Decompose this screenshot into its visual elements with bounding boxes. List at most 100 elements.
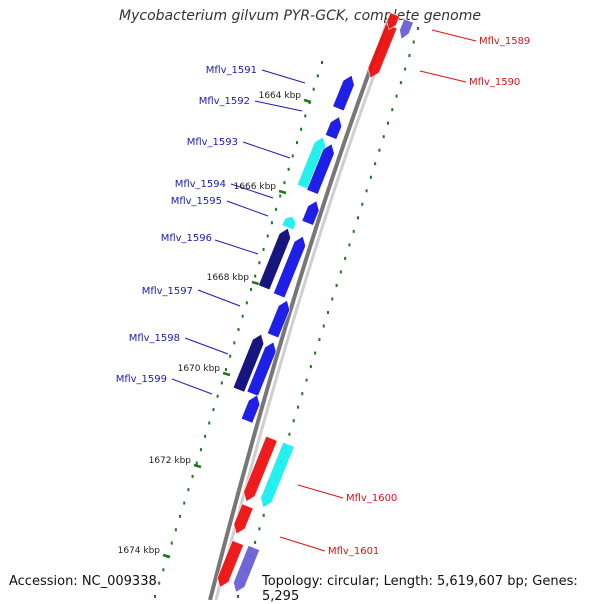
gene-arrow-reverse[interactable] bbox=[367, 23, 398, 79]
gene-label-reverse[interactable]: Mflv_1600 bbox=[346, 493, 397, 504]
tick-dot-outer bbox=[309, 365, 312, 369]
gene-arrow-reverse[interactable] bbox=[260, 441, 295, 508]
tick-dot-inner bbox=[316, 74, 319, 78]
gene-label-forward[interactable]: Mflv_1595 bbox=[171, 196, 222, 207]
gene-arrow-forward[interactable] bbox=[232, 333, 265, 393]
tick-dot-inner bbox=[220, 381, 223, 385]
accession-text: Accession: NC_009338 bbox=[9, 574, 157, 589]
tick-dot-outer bbox=[254, 540, 257, 544]
label-connector bbox=[242, 141, 291, 159]
gene-label-forward[interactable]: Mflv_1597 bbox=[142, 286, 193, 297]
tick-dot-outer bbox=[318, 338, 321, 342]
gene-arrow-reverse[interactable] bbox=[217, 540, 244, 588]
tick-dot-inner bbox=[191, 474, 194, 478]
gene-label-forward[interactable]: Mflv_1594 bbox=[175, 179, 226, 190]
tick-dot-inner bbox=[154, 595, 156, 598]
tick-dot-outer bbox=[327, 311, 329, 314]
tick-dot-outer bbox=[314, 351, 317, 355]
gene-arrow-forward[interactable] bbox=[258, 227, 291, 291]
tick-dot-inner bbox=[224, 368, 227, 372]
gene-arrow-reverse[interactable] bbox=[233, 545, 260, 593]
gene-arrow-reverse[interactable] bbox=[386, 12, 400, 30]
tick-dot-outer bbox=[322, 324, 325, 328]
tick-dot-outer bbox=[369, 175, 372, 179]
gene-arrow-forward[interactable] bbox=[281, 216, 297, 231]
label-connector bbox=[184, 337, 229, 355]
gene-arrow-forward[interactable] bbox=[273, 235, 306, 299]
backbone-line bbox=[208, 21, 390, 600]
tick-dot-inner bbox=[275, 207, 278, 211]
tick-dot-inner bbox=[195, 461, 198, 465]
tick-dot-inner bbox=[158, 581, 161, 585]
gene-label-forward[interactable]: Mflv_1598 bbox=[129, 333, 180, 344]
label-connectors bbox=[171, 29, 477, 552]
tick-dot-outer bbox=[404, 67, 407, 71]
tick-dot-outer bbox=[408, 54, 411, 58]
gene-label-forward[interactable]: Mflv_1596 bbox=[161, 233, 212, 244]
gene-label-reverse[interactable]: Mflv_1590 bbox=[469, 77, 520, 88]
scale-tick bbox=[278, 189, 287, 195]
gene-label-forward[interactable]: Mflv_1592 bbox=[199, 96, 250, 107]
gene-arrow-reverse[interactable] bbox=[233, 503, 254, 535]
tick-dot-inner bbox=[212, 408, 215, 412]
genome-backbone bbox=[208, 21, 396, 600]
label-connector bbox=[431, 29, 477, 42]
gene-arrow-forward[interactable] bbox=[332, 74, 355, 112]
gene-arrow-forward[interactable] bbox=[301, 200, 320, 226]
tick-dot-outer bbox=[374, 162, 377, 166]
scale-tick bbox=[162, 553, 171, 559]
gene-arrow-forward[interactable] bbox=[266, 299, 291, 339]
tick-dot-inner bbox=[291, 154, 294, 158]
gene-arrow-forward[interactable] bbox=[306, 143, 335, 195]
gene-label-forward[interactable]: Mflv_1591 bbox=[206, 65, 257, 76]
gene-label-forward[interactable]: Mflv_1593 bbox=[187, 137, 238, 148]
tick-dot-inner bbox=[321, 61, 323, 64]
tick-dot-outer bbox=[361, 202, 364, 206]
label-connector bbox=[279, 536, 326, 552]
scale-tick bbox=[303, 98, 312, 104]
label-connector bbox=[254, 100, 303, 112]
gene-arrow-reverse[interactable] bbox=[243, 435, 278, 502]
gene-arrow-reverse[interactable] bbox=[399, 18, 414, 40]
gene-arrow-forward[interactable] bbox=[246, 341, 277, 397]
tick-dot-inner bbox=[208, 421, 211, 425]
tick-dot-outer bbox=[365, 189, 368, 193]
tick-dot-outer bbox=[352, 229, 355, 233]
tick-dot-inner bbox=[304, 114, 307, 118]
tick-dot-inner bbox=[183, 501, 186, 505]
tick-dot-inner bbox=[204, 434, 207, 438]
gene-label-forward[interactable]: Mflv_1599 bbox=[116, 374, 167, 385]
scale-label: 1672 kbp bbox=[149, 456, 192, 466]
tick-dot-inner bbox=[295, 141, 298, 145]
label-connector bbox=[261, 69, 306, 84]
label-connector bbox=[419, 70, 467, 83]
tick-dot-inner bbox=[300, 127, 303, 131]
label-connector bbox=[197, 289, 241, 307]
tick-dot-inner bbox=[233, 341, 236, 345]
gene-arrow-forward[interactable] bbox=[240, 394, 261, 424]
gene-label-reverse[interactable]: Mflv_1601 bbox=[328, 546, 379, 557]
tick-dot-outer bbox=[237, 595, 239, 598]
tick-dot-outer bbox=[395, 94, 398, 98]
tick-dot-inner bbox=[262, 247, 265, 251]
tick-dot-outer bbox=[357, 216, 359, 220]
gene-arrow-forward[interactable] bbox=[324, 116, 343, 140]
label-connector bbox=[226, 200, 269, 217]
tick-dot-outer bbox=[331, 297, 334, 301]
tick-dot-outer bbox=[387, 121, 389, 125]
scale-tick bbox=[193, 463, 202, 469]
tick-dot-outer bbox=[378, 148, 381, 152]
backbone-line-inner bbox=[214, 21, 396, 600]
gene-labels: 1664 kbp 1666 kbp 1668 kbp 1670 kbp 1672 kbp… bbox=[116, 36, 531, 557]
tick-dot-outer bbox=[335, 283, 338, 287]
tick-dot-inner bbox=[245, 301, 248, 305]
tick-dot-inner bbox=[287, 167, 290, 171]
tick-dot-inner bbox=[241, 314, 244, 318]
scale-label: 1668 kbp bbox=[207, 273, 250, 283]
gene-features[interactable] bbox=[217, 12, 414, 593]
tick-dot-outer bbox=[262, 513, 265, 517]
tick-dot-outer bbox=[305, 378, 308, 382]
gene-label-reverse[interactable]: Mflv_1589 bbox=[479, 36, 530, 47]
tick-dot-outer bbox=[348, 243, 351, 247]
